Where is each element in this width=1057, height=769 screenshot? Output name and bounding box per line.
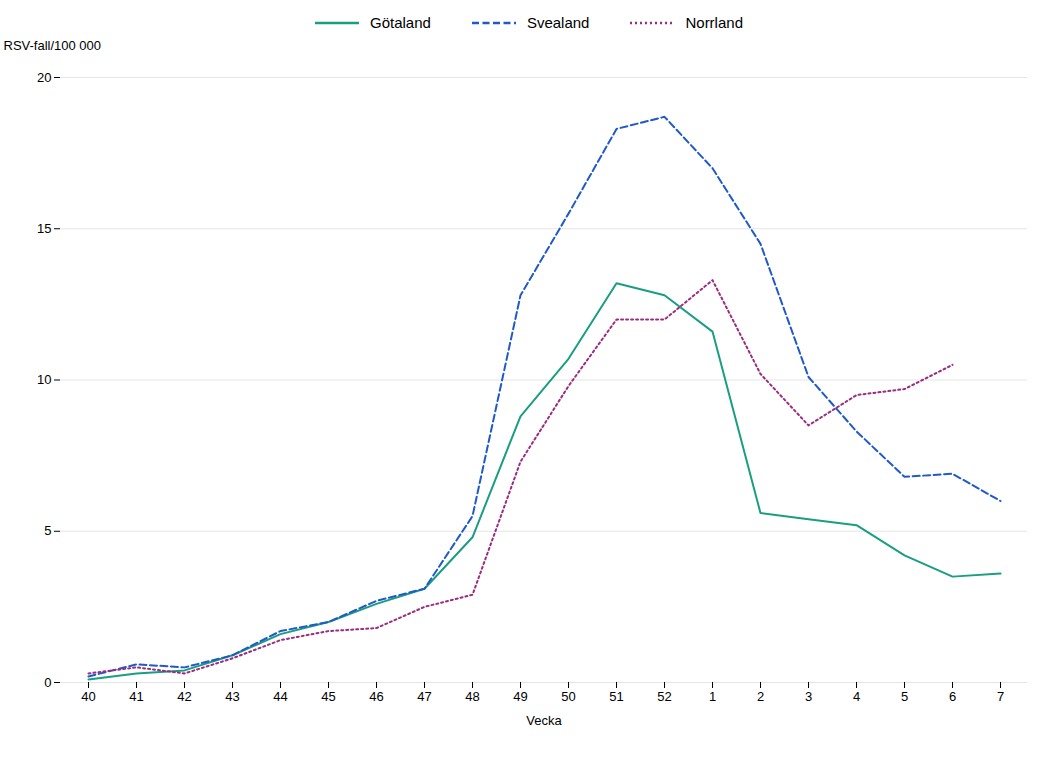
svg-text:47: 47 (417, 689, 431, 704)
svg-text:0: 0 (44, 675, 51, 690)
html-text:Norrland: Norrland (685, 14, 743, 31)
svg-text:42: 42 (177, 689, 191, 704)
svg-text:20: 20 (37, 70, 51, 85)
svg-text:15: 15 (37, 221, 51, 236)
html-text:Götaland: Götaland (370, 14, 431, 31)
svg-text:46: 46 (369, 689, 383, 704)
svg-text:51: 51 (609, 689, 623, 704)
svg-text:5: 5 (901, 689, 908, 704)
svg-text:6: 6 (949, 689, 956, 704)
html-text:Svealand: Svealand (526, 14, 590, 31)
svg-text:1: 1 (709, 689, 716, 704)
svg-text:41: 41 (129, 689, 143, 704)
svg-text:49: 49 (513, 689, 527, 704)
svg-text:48: 48 (465, 689, 479, 704)
svg-text:RSV-fall/100 000: RSV-fall/100 000 (4, 38, 102, 53)
svg-text:45: 45 (321, 689, 335, 704)
svg-text:10: 10 (37, 372, 51, 387)
svg-text:2: 2 (757, 689, 764, 704)
svg-text:3: 3 (805, 689, 812, 704)
svg-text:43: 43 (225, 689, 239, 704)
svg-text:5: 5 (44, 523, 51, 538)
svg-text:Vecka: Vecka (526, 713, 562, 728)
svg-text:40: 40 (81, 689, 95, 704)
svg-text:50: 50 (561, 689, 575, 704)
svg-text:44: 44 (273, 689, 287, 704)
svg-text:52: 52 (657, 689, 671, 704)
svg-text:4: 4 (853, 689, 860, 704)
svg-text:7: 7 (997, 689, 1004, 704)
